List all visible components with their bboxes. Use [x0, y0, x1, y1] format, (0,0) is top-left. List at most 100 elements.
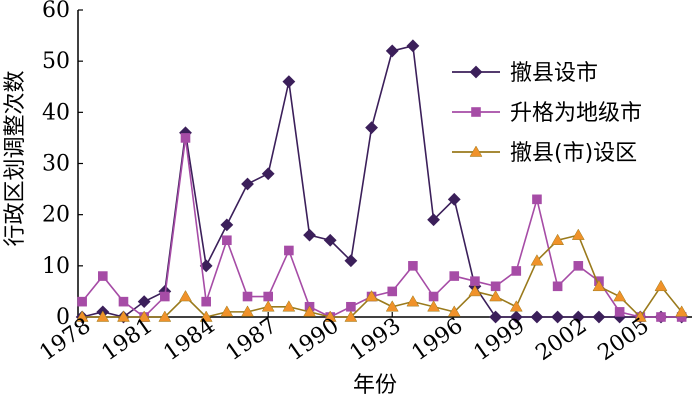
data-point — [633, 310, 647, 322]
data-point — [263, 291, 273, 302]
data-point — [75, 310, 89, 322]
legend-label: 撤县(市)设区 — [510, 141, 637, 166]
data-point — [468, 284, 482, 297]
data-point — [511, 266, 522, 276]
series-layer — [75, 39, 689, 324]
data-point — [220, 305, 234, 317]
y-tick-label: 40 — [42, 100, 70, 125]
data-point — [365, 290, 378, 302]
data-point — [530, 310, 544, 324]
data-point — [344, 254, 358, 268]
data-point — [654, 279, 668, 292]
data-point — [137, 295, 151, 309]
x-axis-label: 年份 — [353, 373, 397, 398]
data-point — [179, 290, 192, 302]
data-point — [447, 305, 461, 317]
legend-marker — [469, 65, 483, 79]
data-point — [428, 291, 439, 302]
y-tick-label: 60 — [42, 0, 70, 23]
x-tick-label: 1996 — [407, 313, 467, 366]
data-point — [344, 310, 358, 322]
data-point — [261, 167, 275, 181]
data-point — [323, 310, 337, 322]
x-tick-label: 1999 — [470, 313, 530, 366]
data-point — [242, 291, 253, 302]
data-point — [241, 177, 254, 191]
data-point — [552, 281, 563, 292]
data-point — [551, 233, 565, 245]
series-1 — [75, 39, 689, 324]
series-3 — [75, 228, 689, 322]
data-point — [592, 310, 606, 324]
data-point — [613, 290, 627, 302]
data-point — [365, 121, 378, 135]
y-tick-label: 50 — [42, 49, 70, 74]
data-point — [261, 300, 275, 312]
data-point — [509, 300, 523, 312]
data-point — [447, 192, 461, 206]
data-point — [303, 228, 316, 242]
data-point — [385, 44, 399, 58]
data-point — [118, 296, 129, 307]
data-point — [573, 261, 584, 271]
legend-label: 撤县设市 — [510, 61, 598, 86]
data-point — [201, 296, 211, 307]
y-axis-label: 行政区划调整次数 — [3, 70, 28, 246]
data-point — [427, 213, 440, 227]
data-point — [180, 133, 191, 143]
x-tick-label: 2005 — [594, 313, 654, 366]
data-point — [284, 245, 294, 256]
data-point — [614, 307, 625, 317]
legend-marker — [469, 145, 483, 157]
data-point — [490, 281, 501, 292]
x-tick-label: 1990 — [283, 313, 343, 366]
legend-item-2: 升格为地级市 — [452, 101, 642, 126]
data-point — [387, 286, 398, 297]
legend-item-3: 撤县(市)设区 — [452, 141, 637, 166]
data-point — [532, 194, 542, 205]
data-point — [158, 310, 172, 322]
data-point — [408, 261, 418, 271]
data-point — [509, 310, 523, 324]
data-point — [406, 295, 420, 307]
legend-label: 升格为地级市 — [510, 101, 642, 126]
data-point — [406, 39, 420, 53]
data-point — [571, 310, 585, 324]
data-point — [489, 290, 503, 302]
y-tick-label: 30 — [42, 152, 70, 177]
legend-item-1: 撤县设市 — [452, 61, 598, 86]
data-point — [346, 301, 356, 312]
legend-marker — [471, 107, 481, 117]
data-point — [427, 300, 441, 312]
data-point — [551, 310, 565, 324]
data-point — [199, 259, 213, 273]
data-point — [241, 305, 254, 317]
y-tick-label: 20 — [42, 203, 70, 228]
data-point — [282, 300, 296, 312]
x-tick-label: 1987 — [221, 313, 281, 366]
data-point — [571, 228, 585, 240]
data-point — [470, 276, 480, 286]
data-point — [323, 233, 337, 247]
data-point — [117, 310, 130, 322]
x-tick-label: 2002 — [532, 313, 592, 366]
data-point — [303, 305, 316, 317]
data-point — [98, 271, 108, 281]
data-point — [222, 235, 232, 246]
data-point — [137, 310, 151, 322]
data-point — [220, 218, 234, 232]
data-point — [96, 310, 110, 322]
data-point — [77, 296, 87, 307]
data-point — [489, 310, 503, 324]
data-point — [282, 75, 296, 89]
y-tick-label: 10 — [42, 254, 70, 279]
data-point — [160, 291, 170, 302]
data-point — [656, 312, 666, 322]
data-point — [449, 271, 460, 281]
data-point — [592, 279, 606, 292]
data-point — [676, 312, 687, 322]
data-point — [530, 254, 544, 266]
data-point — [675, 305, 689, 317]
